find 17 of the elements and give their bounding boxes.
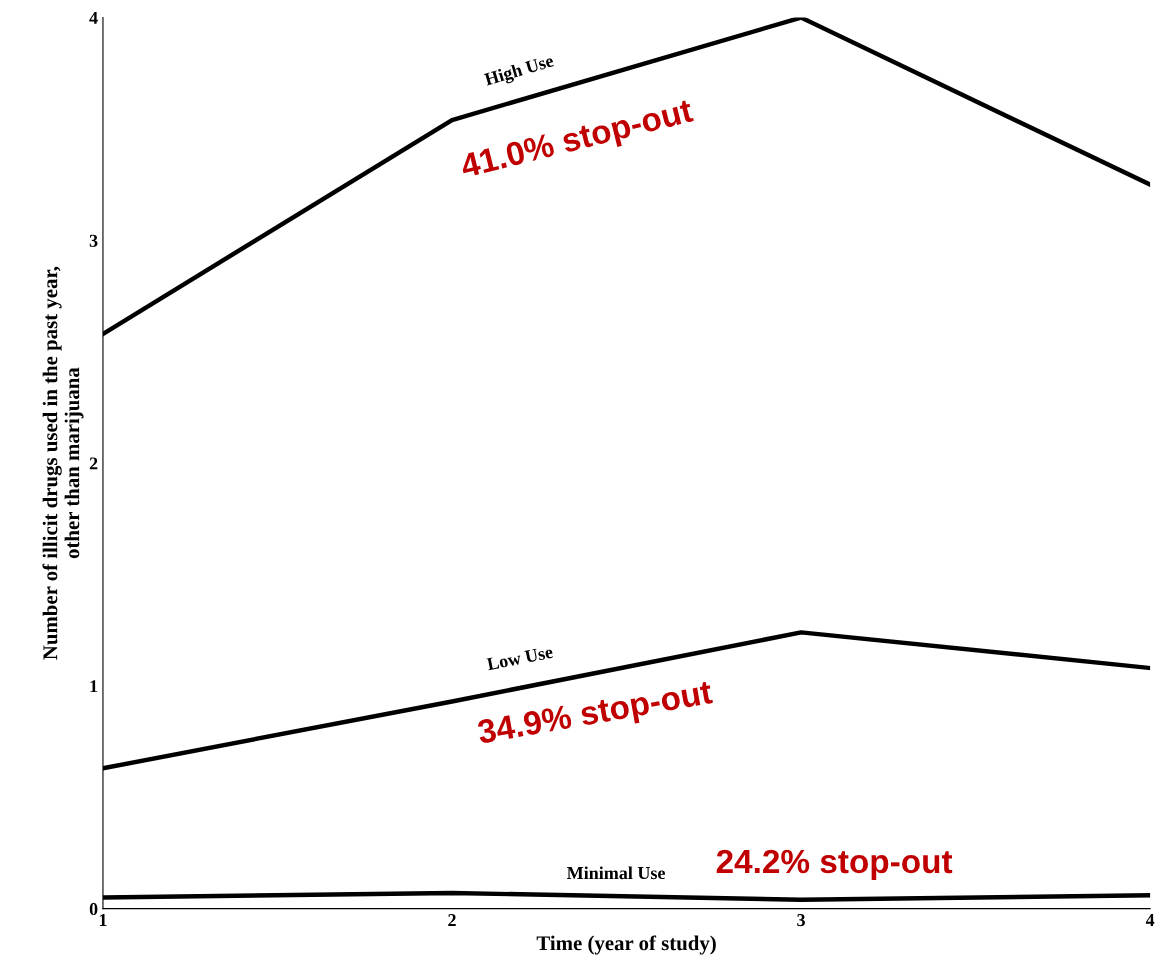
x-tick-label: 4 [1145, 914, 1155, 926]
y-tick-label: 2 [89, 457, 98, 470]
annotation: 41.0% stop-out [459, 98, 696, 185]
y-tick-label: 1 [90, 680, 98, 693]
x-axis-title: Time (year of study) [536, 935, 716, 955]
x-tick-label: 1 [99, 914, 107, 926]
y-axis-title: Number of illicit drugs used in the past year, other than marijuana [42, 266, 84, 660]
text: High Use [483, 53, 556, 90]
y-tick-label: 4 [89, 11, 98, 24]
x-tick-label: 3 [797, 914, 805, 927]
annotation: 24.2% stop-out [716, 849, 953, 880]
y-tick-label: 3 [89, 234, 98, 247]
y-tick-label: 0 [89, 902, 98, 916]
annotation: 34.9% stop-out [476, 679, 715, 751]
series-label: Minimal Use [566, 866, 665, 880]
text: Low Use [486, 645, 554, 671]
x-tick-label: 2 [448, 914, 456, 926]
